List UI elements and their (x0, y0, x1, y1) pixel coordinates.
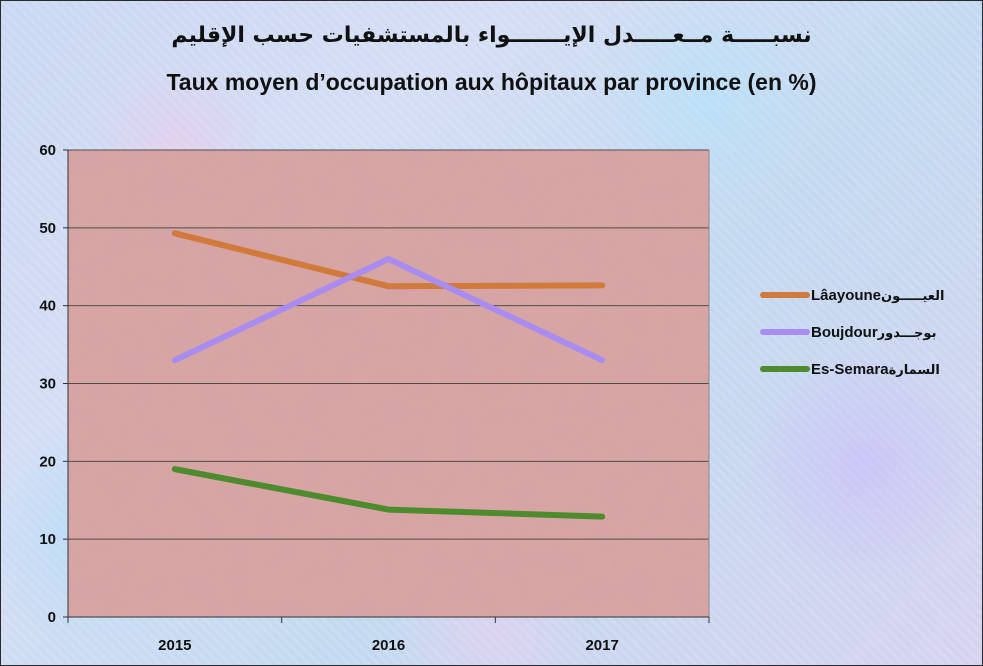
x-tick-label: 2017 (585, 637, 618, 654)
y-tick-label: 60 (39, 142, 56, 159)
legend-label-arabic: السمارة (889, 363, 940, 378)
series-line-1 (171, 230, 606, 290)
legend-label-3: Es-Semaraالسمارة (811, 361, 940, 378)
y-tick-label: 0 (48, 609, 56, 626)
legend-label-arabic: بوجـــدور (877, 326, 937, 341)
series-line-3 (171, 466, 606, 520)
legend-label-1: Lâayouneالعيـــــون (811, 287, 944, 304)
y-tick-label: 20 (39, 453, 56, 470)
legend-label-2: Boujdourبوجـــدور (811, 324, 936, 341)
series-line-2 (171, 255, 606, 364)
x-tick-label: 2015 (158, 637, 191, 654)
y-tick-label: 40 (39, 298, 56, 315)
chart-title: Taux moyen d’occupation aux hôpitaux par… (166, 69, 817, 95)
x-tick-label: 2016 (372, 637, 405, 654)
y-tick-label: 50 (39, 220, 56, 237)
legend-label-latin: Es-Semara (811, 361, 889, 378)
y-tick-label: 10 (39, 531, 56, 548)
legend-label-arabic: العيـــــون (881, 289, 944, 304)
chart-title-arabic: نسبـــــة مــعـــــدل الإيـــــــواء بال… (171, 23, 812, 48)
legend-label-latin: Boujdour (811, 324, 878, 341)
y-tick-label: 30 (39, 376, 56, 393)
legend-label-latin: Lâayoune (811, 287, 881, 304)
